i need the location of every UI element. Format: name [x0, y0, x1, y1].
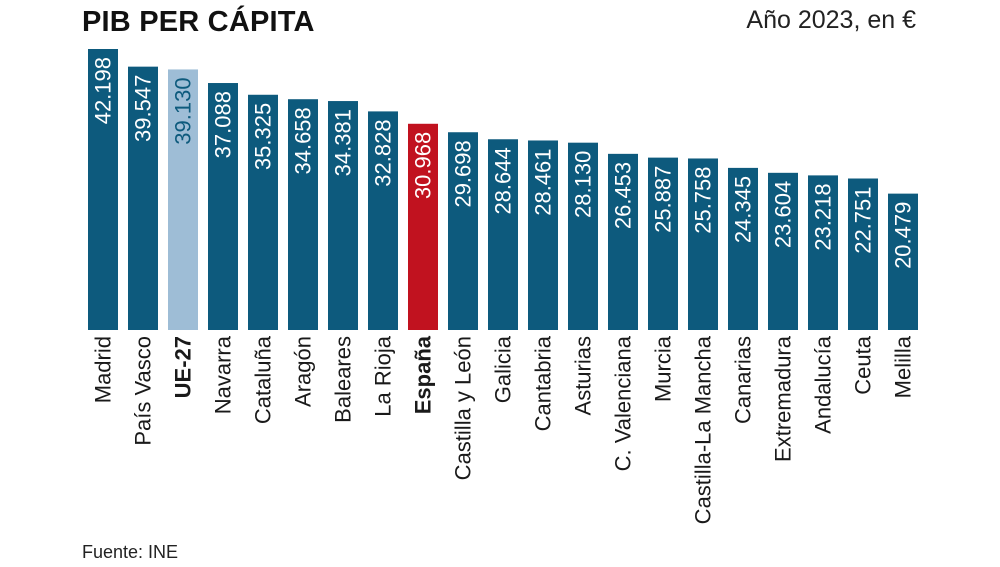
- category-label: Madrid: [91, 336, 116, 403]
- bar-value-label: 23.218: [811, 183, 836, 250]
- bar-value-label: 39.130: [171, 77, 196, 144]
- bar-melilla: [888, 193, 918, 330]
- bar-cantabria: [528, 140, 558, 330]
- bar-value-label: 34.658: [291, 107, 316, 174]
- bar-castilla-la-mancha: [688, 158, 718, 330]
- category-label: UE-27: [171, 336, 196, 398]
- chart-subtitle: Año 2023, en €: [746, 6, 916, 34]
- bar-value-label: 22.751: [851, 186, 876, 253]
- category-label: Galicia: [491, 335, 516, 403]
- bar-value-label: 30.968: [411, 132, 436, 199]
- category-label: C. Valenciana: [611, 335, 636, 471]
- category-label: Cataluña: [251, 335, 276, 424]
- bar-value-label: 28.644: [491, 147, 516, 214]
- bar-value-label: 25.887: [651, 166, 676, 233]
- category-label: Navarra: [211, 335, 236, 414]
- bar-ceuta: [848, 178, 878, 330]
- bar-canarias: [728, 167, 758, 330]
- bar-chart: 42.198 Madrid 39.547 País Vasco 39.130 UE-27 3…: [88, 49, 918, 524]
- bar-españa: [408, 123, 438, 330]
- category-label: Ceuta: [851, 335, 876, 394]
- category-label: Asturias: [571, 336, 596, 415]
- chart-title: PIB PER CÁPITA: [82, 6, 315, 38]
- bar-value-label: 42.198: [91, 57, 116, 124]
- bar-la-rioja: [368, 111, 398, 330]
- category-label: Castilla y León: [451, 336, 476, 480]
- bar-value-label: 28.461: [531, 148, 556, 215]
- category-label: Canarias: [731, 336, 756, 424]
- bar-castilla-y-león: [448, 132, 478, 330]
- bar-murcia: [648, 157, 678, 330]
- source-note: Fuente: INE: [82, 542, 179, 562]
- bar-value-label: 37.088: [211, 91, 236, 158]
- bar-value-label: 25.758: [691, 166, 716, 233]
- bar-madrid: [88, 49, 118, 330]
- category-label: Aragón: [291, 336, 316, 407]
- bar-value-label: 23.604: [771, 181, 796, 248]
- bar-navarra: [208, 83, 238, 330]
- bar-value-label: 24.345: [731, 176, 756, 243]
- category-label: Castilla-La Mancha: [691, 335, 716, 524]
- category-label: Murcia: [651, 335, 676, 402]
- bar-baleares: [328, 101, 358, 331]
- bar-ue-27: [168, 69, 198, 331]
- category-label: España: [411, 335, 436, 414]
- category-label: Melilla: [891, 335, 916, 398]
- bar-extremadura: [768, 172, 798, 330]
- category-label: La Rioja: [371, 335, 396, 416]
- bar-value-label: 29.698: [451, 140, 476, 207]
- bar-asturias: [568, 142, 598, 330]
- bar-galicia: [488, 139, 518, 330]
- category-label: Baleares: [331, 336, 356, 423]
- bar-cataluña: [248, 94, 278, 330]
- category-label: Andalucía: [811, 335, 836, 434]
- bar-value-label: 32.828: [371, 119, 396, 186]
- bar-value-label: 28.130: [571, 151, 596, 218]
- bar-value-label: 35.325: [251, 103, 276, 170]
- bar-value-label: 39.547: [131, 75, 156, 142]
- category-label: Cantabria: [531, 335, 556, 431]
- category-label: País Vasco: [131, 336, 156, 446]
- bar-value-label: 34.381: [331, 109, 356, 176]
- bar-país-vasco: [128, 66, 158, 330]
- category-label: Extremadura: [771, 335, 796, 462]
- bar-c-valenciana: [608, 153, 638, 330]
- bar-aragón: [288, 99, 318, 330]
- bar-value-label: 20.479: [891, 202, 916, 269]
- bar-value-label: 26.453: [611, 162, 636, 229]
- bar-andalucía: [808, 175, 838, 330]
